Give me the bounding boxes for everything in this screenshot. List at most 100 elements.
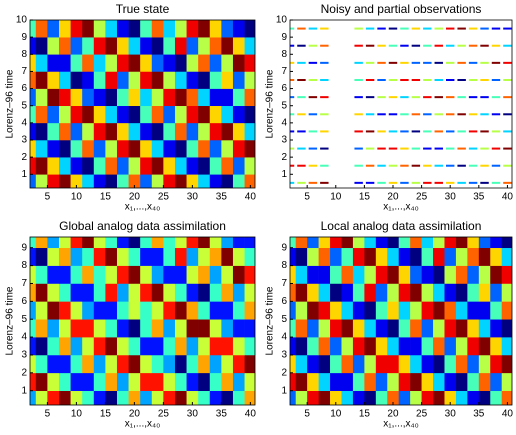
cell (375, 354, 388, 374)
cell (163, 54, 176, 72)
y-tick-label: 6 (281, 83, 287, 94)
cell (244, 122, 255, 141)
cell (105, 237, 118, 249)
cell (209, 105, 222, 124)
cell (140, 71, 153, 89)
cell (70, 71, 83, 89)
cell (221, 237, 234, 249)
cell (501, 301, 512, 320)
cell (58, 37, 71, 55)
cell (47, 372, 60, 392)
cell (209, 319, 222, 338)
y-tick-label: 10 (16, 15, 28, 26)
cell (186, 88, 199, 107)
cell (30, 247, 37, 266)
cell (375, 265, 388, 284)
cell (174, 71, 187, 89)
cell (244, 283, 255, 302)
cell (82, 390, 95, 405)
cell (58, 140, 71, 158)
cell (70, 54, 83, 72)
cell (387, 319, 400, 338)
cell (47, 71, 60, 89)
cell (421, 301, 434, 320)
cell (375, 337, 388, 356)
cell (105, 337, 118, 356)
cell (330, 337, 342, 356)
cell (82, 157, 95, 175)
cell (116, 390, 129, 405)
cell (209, 54, 222, 72)
cell (82, 54, 95, 72)
cell (290, 354, 297, 374)
cell (174, 174, 187, 188)
cell (387, 301, 400, 320)
cell (398, 301, 411, 320)
y-tick-label: 3 (281, 135, 287, 146)
y-axis-label: Lorenz–96 time (265, 69, 276, 138)
y-tick-label: 6 (21, 296, 27, 307)
cell (352, 354, 365, 374)
cell (116, 37, 129, 55)
cell (151, 372, 164, 392)
cell (244, 37, 255, 55)
y-tick-label: 4 (281, 117, 287, 128)
cell (375, 247, 388, 266)
cell (478, 301, 491, 320)
cell (128, 301, 141, 320)
cell (151, 247, 164, 266)
y-tick-label: 5 (281, 314, 287, 325)
cell (186, 20, 199, 38)
cell (30, 283, 37, 302)
cell (198, 54, 211, 72)
cell (30, 237, 37, 249)
cell (116, 372, 129, 392)
cell (128, 54, 141, 72)
x-tick-label: 25 (416, 409, 428, 420)
cell (35, 140, 48, 158)
cell (128, 390, 141, 405)
cell (364, 301, 377, 320)
cell (221, 247, 234, 266)
cell (186, 71, 199, 89)
cell (490, 237, 503, 249)
cell (444, 301, 457, 320)
y-tick-label: 8 (21, 49, 27, 60)
cell (444, 265, 457, 284)
cell (307, 372, 319, 392)
cell (501, 337, 512, 356)
cell (70, 247, 83, 266)
y-tick-label: 9 (21, 32, 27, 43)
cell (47, 122, 60, 141)
cell (140, 237, 153, 249)
cell (318, 337, 331, 356)
cell (341, 337, 354, 356)
cell (186, 174, 199, 188)
cell (58, 71, 71, 89)
cell (318, 237, 331, 249)
cell (151, 122, 164, 141)
cell (290, 247, 297, 266)
cell (198, 157, 211, 175)
cell (467, 372, 480, 392)
cell (364, 265, 377, 284)
cell (35, 354, 48, 374)
cell (209, 301, 222, 320)
cell (421, 354, 434, 374)
cell (198, 88, 211, 107)
cell (330, 301, 342, 320)
cell (501, 237, 512, 249)
cell (478, 354, 491, 374)
cell (330, 237, 342, 249)
cell (352, 301, 365, 320)
panel: 5 10 15 20 25 30 35 40 1 2 3 4 5 6 7 8 9 10 True state x₁,.… (5, 2, 257, 212)
cell (398, 265, 411, 284)
cell (47, 319, 60, 338)
cell (290, 390, 297, 405)
plot-frame (29, 236, 256, 406)
cell (444, 390, 457, 405)
cell (330, 283, 342, 302)
cell (140, 54, 153, 72)
cell (163, 337, 176, 356)
cell (478, 390, 491, 405)
